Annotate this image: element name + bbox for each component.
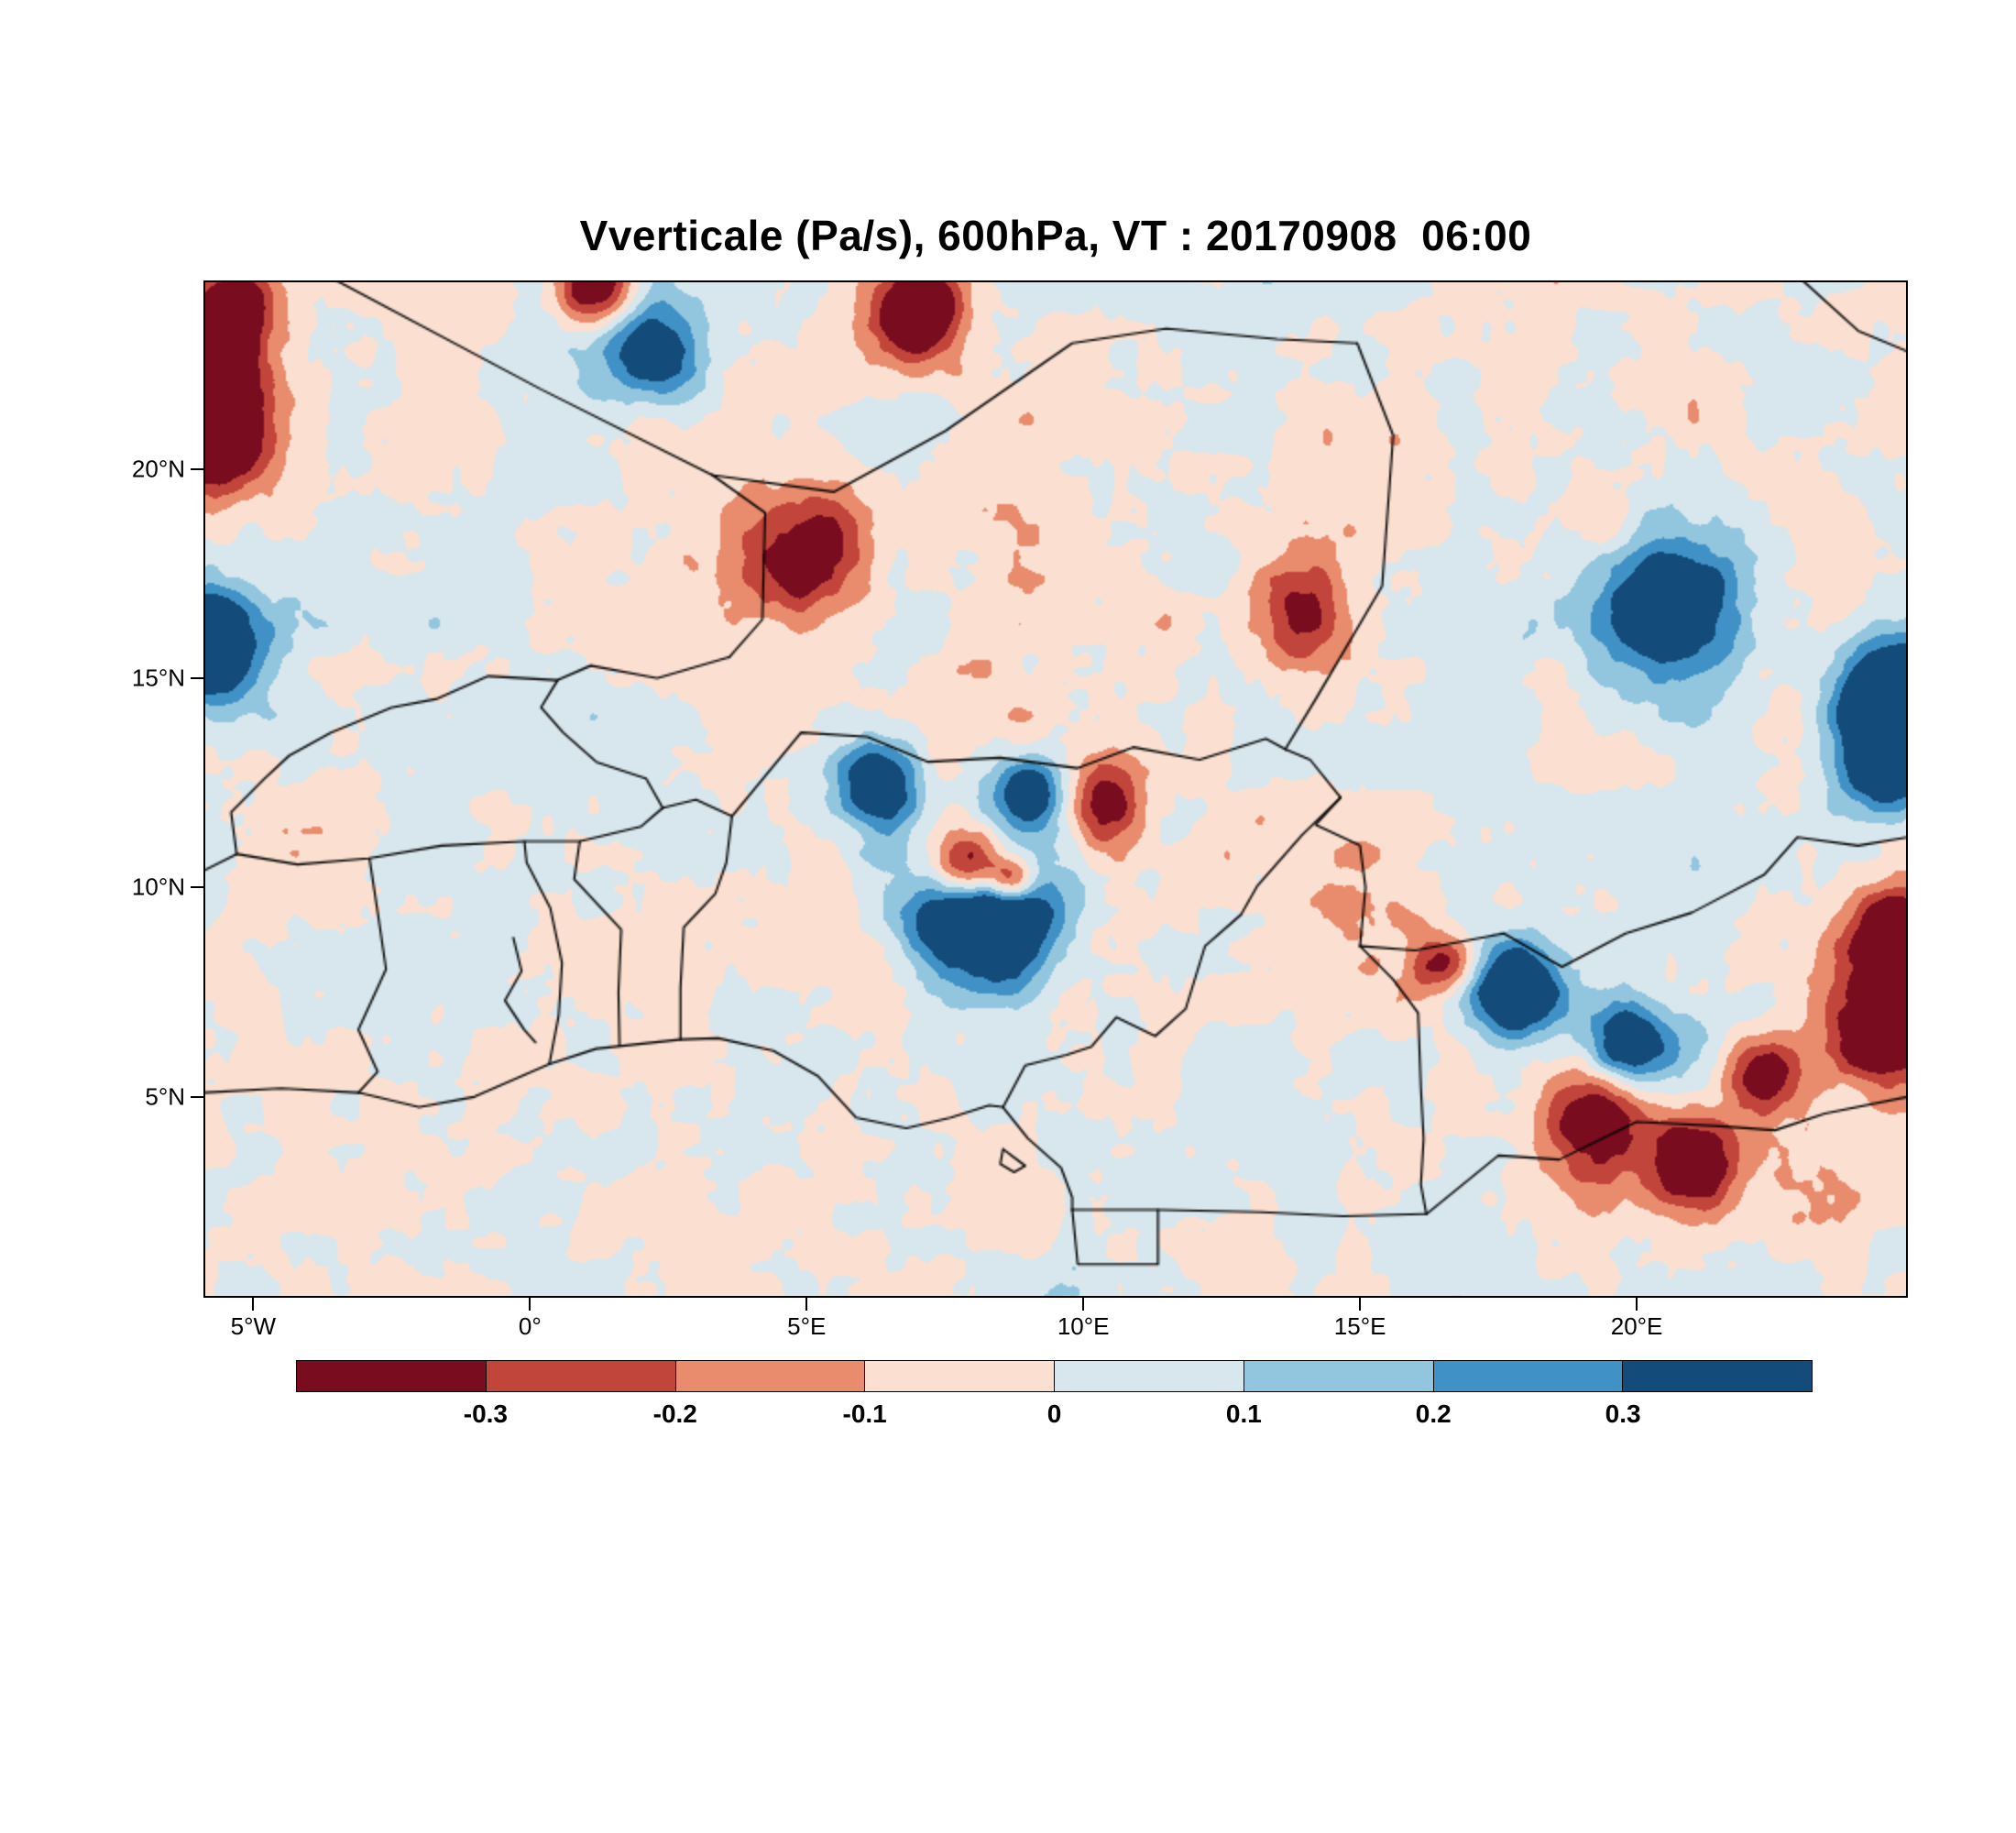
- colorbar-segment: [1055, 1361, 1244, 1391]
- colorbar-segment: [1244, 1361, 1434, 1391]
- colorbar-labels: -0.3 -0.2 -0.1 0 0.1 0.2 0.3: [296, 1399, 1813, 1438]
- colorbar-tick-label: 0.1: [1225, 1399, 1262, 1428]
- x-tick-label: 10°E: [1057, 1312, 1110, 1340]
- y-tick-label: 5°N: [145, 1082, 185, 1111]
- colorbar-tick-label: -0.2: [652, 1399, 697, 1428]
- colorbar-segment: [297, 1361, 487, 1391]
- x-tick-mark: [805, 1298, 808, 1311]
- colorbar-tick-label: -0.3: [463, 1399, 508, 1428]
- colorbar-tick-label: 0.3: [1605, 1399, 1641, 1428]
- colorbar-tick-label: -0.1: [842, 1399, 887, 1428]
- colorbar-segment: [486, 1361, 676, 1391]
- chart-title: Vverticale (Pa/s), 600hPa, VT : 20170908…: [579, 212, 1532, 259]
- colorbar-tick-label: 0.2: [1415, 1399, 1452, 1428]
- x-tick-label: 20°E: [1610, 1312, 1663, 1340]
- x-tick-label: 5°E: [787, 1312, 827, 1340]
- y-tick-mark: [191, 886, 203, 889]
- map-canvas: [203, 280, 1908, 1298]
- y-tick-mark: [191, 676, 203, 679]
- colorbar-scale: [296, 1360, 1813, 1392]
- y-tick-label: 10°N: [131, 873, 185, 901]
- colorbar-segment: [865, 1361, 1055, 1391]
- colorbar-segment: [1433, 1361, 1624, 1391]
- colorbar: -0.3 -0.2 -0.1 0 0.1 0.2 0.3: [296, 1360, 1813, 1438]
- x-tick-mark: [1082, 1298, 1085, 1311]
- x-tick-mark: [1359, 1298, 1362, 1311]
- x-tick-label: 5°W: [230, 1312, 277, 1340]
- colorbar-tick-label: 0: [1046, 1399, 1062, 1428]
- map-plot-area: 5°N 10°N 15°N 20°N 5°W 0° 5°E 10°E 15°E 20°E: [132, 280, 1908, 1340]
- x-tick-mark: [529, 1298, 531, 1311]
- y-tick-mark: [191, 467, 203, 470]
- y-tick-label: 15°N: [131, 664, 185, 692]
- y-tick-mark: [191, 1095, 203, 1098]
- x-tick-label: 0°: [518, 1312, 542, 1340]
- x-tick-mark: [252, 1298, 255, 1311]
- x-tick-label: 15°E: [1333, 1312, 1386, 1340]
- colorbar-segment: [675, 1361, 866, 1391]
- y-tick-label: 20°N: [131, 455, 185, 483]
- colorbar-segment: [1623, 1361, 1812, 1391]
- x-tick-mark: [1636, 1298, 1638, 1311]
